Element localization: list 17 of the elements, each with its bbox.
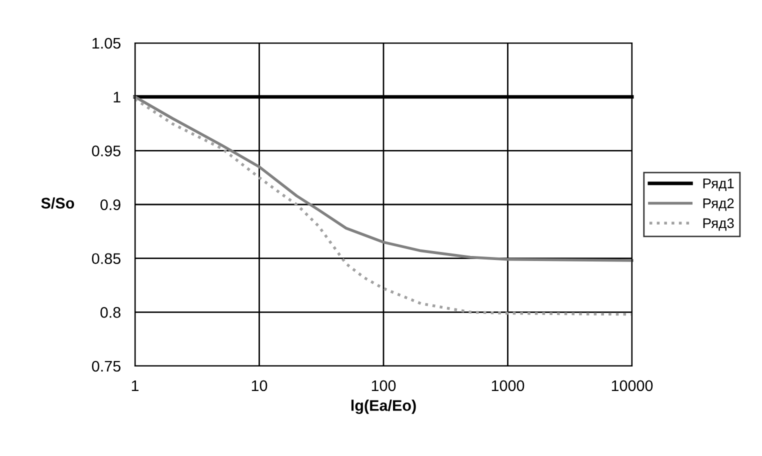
x-tick-label: 10 [252,380,268,392]
y-tick-label: 0.8 [100,307,120,318]
y-tick-label: 1.05 [92,38,120,49]
y-axis-title: S/So [41,197,74,209]
y-tick-label: 0.85 [92,253,120,264]
y-tick-label: 0.75 [92,360,120,372]
legend-label: Ряд3 [703,218,734,231]
y-tick-label: 0.9 [100,199,120,210]
legend-label: Ряд2 [703,198,734,211]
x-axis-title: lg(Ea/Eo) [351,400,416,414]
y-tick-label: 0.95 [92,146,120,156]
x-tick-label: 1000 [492,380,524,392]
x-tick-label: 10000 [612,380,653,392]
y-tick-label: 1 [114,92,120,102]
x-tick-label: 1 [132,380,139,391]
x-tick-label: 100 [372,380,396,392]
legend-label: Ряд1 [703,178,734,191]
